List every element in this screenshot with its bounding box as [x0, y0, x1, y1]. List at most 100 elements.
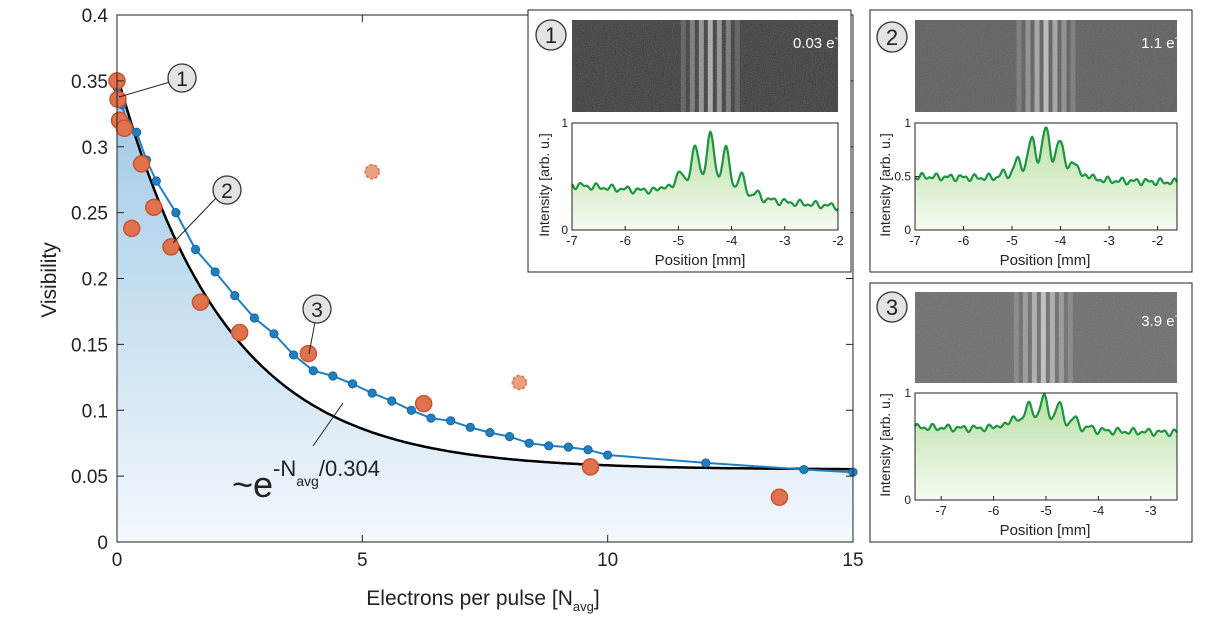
callout-2-label: 2	[221, 180, 233, 203]
y-tick-label: 0.3	[82, 138, 108, 159]
image-noise	[572, 20, 838, 112]
x-axis-label: Electrons per pulse [Navg]	[366, 587, 599, 614]
measured-point	[162, 238, 180, 256]
simulation-point	[485, 428, 495, 438]
area-under-curve	[117, 74, 853, 543]
simulation-point	[289, 350, 299, 360]
y-tick-label: 0.5	[894, 170, 911, 184]
fringe	[1070, 20, 1076, 112]
inset-2-badge-label: 2	[886, 25, 898, 50]
x-tick-label: -7	[935, 503, 947, 518]
inset-1-xlabel: Position [mm]	[655, 252, 746, 269]
x-tick-label: -2	[832, 233, 844, 248]
y-tick-labels: 0 0.05 0.1 0.15 0.2 0.25 0.3 0.35 0.4	[71, 6, 108, 554]
exponential-fit-curve	[115, 73, 853, 471]
outlier-point	[511, 374, 528, 391]
measured-point	[770, 488, 789, 506]
simulation-point	[544, 441, 554, 451]
x-tick-label: 0	[112, 550, 123, 571]
fringe	[698, 20, 704, 112]
fringe	[1061, 20, 1067, 112]
profile-fill	[915, 394, 1177, 500]
inset-panel-1: 1 0.03 e- -7 -6 -5 -4 -3 -2 0 1 Intensity [arb.…	[527, 9, 852, 273]
fringe	[1013, 292, 1019, 383]
y-tick-label: 1	[561, 116, 568, 130]
simulation-point	[446, 416, 456, 426]
profile-line	[571, 130, 839, 212]
simulation-point	[799, 464, 809, 475]
x-tick-label: -2	[1152, 233, 1164, 248]
y-tick-label: 0	[97, 533, 108, 554]
simulation-point	[171, 208, 181, 218]
profile-line	[914, 126, 1178, 187]
inset-1-badge-label: 1	[545, 23, 557, 48]
fringe	[1052, 20, 1058, 112]
simulation-point	[426, 413, 436, 423]
inset-panel-3: 3 3.9 e- -7 -6 -5 -4 -3 0 1 Intensity [arb. u.…	[869, 282, 1193, 543]
simulation-point	[524, 438, 534, 448]
simulation-points	[112, 82, 858, 477]
inset-3-badge-label: 3	[886, 295, 898, 320]
inset-2-badge	[876, 21, 908, 53]
fringe	[1016, 20, 1022, 112]
x-tick-label: -7	[566, 233, 578, 248]
callout-2-badge	[212, 175, 242, 205]
detector-image-2	[915, 20, 1177, 112]
x-tick-label: -3	[779, 233, 791, 248]
measured-point	[132, 155, 151, 173]
simulation-point	[387, 396, 397, 406]
fringe	[1025, 20, 1031, 112]
simulation-point	[132, 127, 142, 137]
simulation-point	[269, 329, 279, 339]
fit-formula-label: ~e-Navg/0.304	[232, 456, 380, 505]
y-tick-label: 1	[904, 116, 911, 130]
inset-1-badge	[535, 19, 567, 51]
x-tick-label: -7	[909, 233, 921, 248]
callout-1-leader	[118, 81, 171, 98]
fringe	[1043, 20, 1049, 112]
measured-point	[109, 90, 127, 109]
x-tick-label: -4	[1093, 503, 1105, 518]
x-tick-label: -6	[958, 233, 970, 248]
simulation-point	[347, 379, 358, 389]
simulation-point	[563, 442, 574, 452]
x-tick-labels: 0 5 10 15	[112, 550, 864, 571]
inset-2-xlabel: Position [mm]	[1000, 252, 1091, 269]
outlier-point	[364, 163, 380, 180]
simulation-point	[406, 405, 416, 415]
profile-frame	[571, 122, 839, 231]
simulation-point	[230, 291, 240, 301]
x-tick-label: 10	[597, 550, 618, 571]
y-tick-label: 0.15	[71, 335, 108, 356]
intensity-profile-1: -7 -6 -5 -4 -3 -2 0 1	[561, 116, 843, 248]
simulation-point	[151, 176, 161, 186]
x-tick-label: -3	[1145, 503, 1157, 518]
y-tick-label: 0	[904, 223, 911, 237]
callout-2-leader	[172, 195, 219, 244]
inset-3-badge	[876, 291, 908, 323]
fringe	[1022, 292, 1028, 383]
fringe	[1049, 292, 1055, 383]
fringe	[707, 20, 713, 112]
fringe	[1067, 292, 1073, 383]
x-tick-label: -3	[1103, 233, 1115, 248]
x-tick-label: -5	[1006, 233, 1018, 248]
measured-point	[414, 394, 433, 413]
x-tick-label: 5	[357, 550, 368, 571]
y-tick-label: 0.4	[82, 6, 109, 27]
simulation-point	[583, 445, 593, 455]
x-tick-label: -4	[1055, 233, 1067, 248]
fringe	[734, 20, 740, 112]
x-tick-label: -6	[988, 503, 1000, 518]
inset-panel-2: 2 1.1 e- -7 -6 -5 -4 -3 -2 0 0.5 1 Intensity [ar…	[869, 9, 1193, 273]
x-tick-label: -4	[726, 233, 738, 248]
inset-2-electrons: 1.1 e-	[1141, 33, 1178, 52]
fit-label-leader	[312, 402, 344, 447]
simulation-point	[603, 450, 613, 460]
y-tick-label: 0.1	[82, 401, 108, 422]
measured-point	[145, 198, 163, 217]
main-plot: 0 5 10 15 00.050.10.150.20.250.30.350.4 Vis…	[38, 6, 864, 614]
x-tick-label: -5	[1040, 503, 1052, 518]
intensity-profile-3: -7 -6 -5 -4 -3 0 1	[904, 386, 1178, 518]
